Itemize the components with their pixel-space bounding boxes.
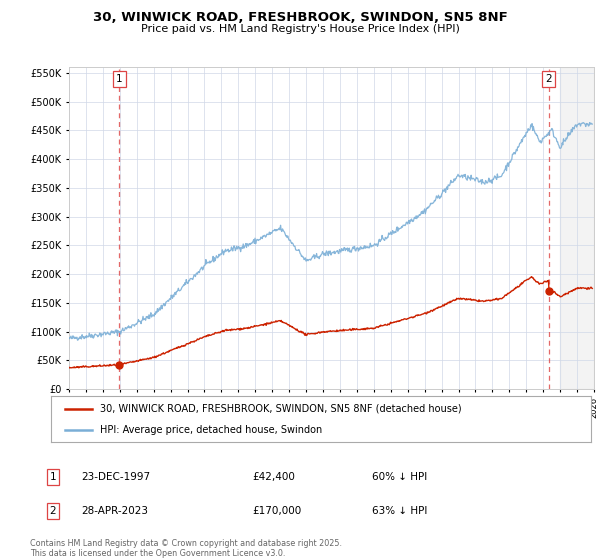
Text: 2: 2 (545, 74, 552, 83)
Text: HPI: Average price, detached house, Swindon: HPI: Average price, detached house, Swin… (100, 425, 322, 435)
Text: £170,000: £170,000 (252, 506, 301, 516)
Text: 1: 1 (49, 472, 56, 482)
Text: 60% ↓ HPI: 60% ↓ HPI (372, 472, 427, 482)
Text: 63% ↓ HPI: 63% ↓ HPI (372, 506, 427, 516)
Text: 30, WINWICK ROAD, FRESHBROOK, SWINDON, SN5 8NF (detached house): 30, WINWICK ROAD, FRESHBROOK, SWINDON, S… (100, 404, 461, 414)
Text: 28-APR-2023: 28-APR-2023 (81, 506, 148, 516)
Text: 2: 2 (49, 506, 56, 516)
Text: 30, WINWICK ROAD, FRESHBROOK, SWINDON, SN5 8NF: 30, WINWICK ROAD, FRESHBROOK, SWINDON, S… (92, 11, 508, 24)
Text: Contains HM Land Registry data © Crown copyright and database right 2025.
This d: Contains HM Land Registry data © Crown c… (30, 539, 342, 558)
Text: 23-DEC-1997: 23-DEC-1997 (81, 472, 150, 482)
Text: 1: 1 (116, 74, 122, 83)
Text: Price paid vs. HM Land Registry's House Price Index (HPI): Price paid vs. HM Land Registry's House … (140, 24, 460, 34)
Text: £42,400: £42,400 (252, 472, 295, 482)
